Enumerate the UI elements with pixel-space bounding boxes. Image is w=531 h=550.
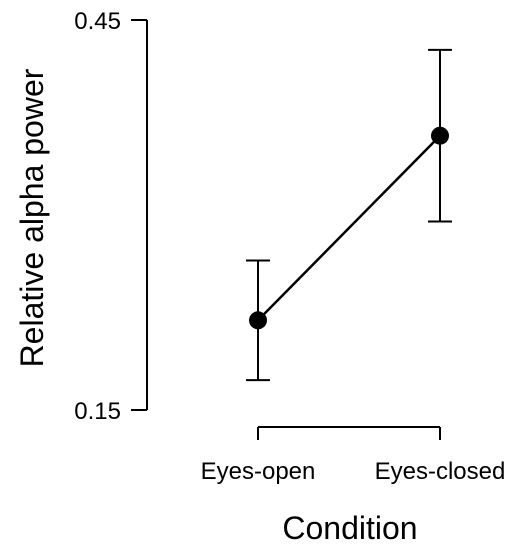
data-point-eyes-open — [249, 311, 267, 330]
series-marks — [246, 48, 452, 382]
y-tick-label-bottom: 0.15 — [74, 398, 121, 425]
y-axis-label: Relative alpha power — [14, 68, 50, 367]
x-tick-label-eyes-closed: Eyes-closed — [375, 458, 506, 485]
data-point-eyes-closed — [431, 126, 449, 145]
y-tick-label-top: 0.45 — [74, 8, 121, 35]
x-tick-label-eyes-open: Eyes-open — [201, 458, 316, 485]
series-line — [257, 134, 441, 322]
x-axis-label: Condition — [282, 510, 417, 546]
